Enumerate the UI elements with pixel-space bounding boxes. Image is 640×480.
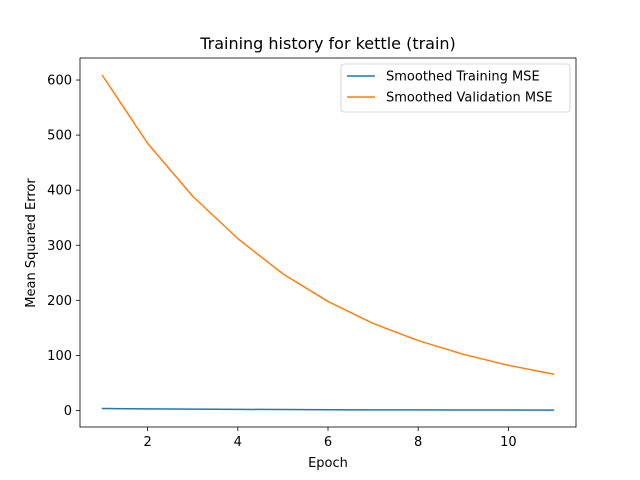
legend-label-2: Smoothed Validation MSE — [386, 91, 553, 106]
y-tick-label: 500 — [47, 129, 72, 144]
y-tick-label: 200 — [47, 294, 72, 309]
legend-box — [340, 63, 571, 113]
x-tick-label: 10 — [500, 435, 517, 450]
x-axis-label: Epoch — [308, 456, 348, 471]
y-tick-label: 300 — [47, 239, 72, 254]
x-tick-label: 4 — [234, 435, 242, 450]
x-tick-label: 6 — [324, 435, 332, 450]
x-tick-label: 2 — [143, 435, 151, 450]
legend-label-1: Smoothed Training MSE — [386, 70, 540, 85]
x-tick-label: 8 — [414, 435, 422, 450]
y-tick-label: 0 — [64, 404, 72, 419]
chart-title: Training history for kettle (train) — [199, 34, 456, 53]
y-tick-label: 400 — [47, 184, 72, 199]
y-tick-label: 600 — [47, 74, 72, 89]
y-tick-label: 100 — [47, 349, 72, 364]
series-line-2 — [101, 74, 555, 376]
y-axis-label: Mean Squared Error — [24, 178, 39, 308]
series-line-1 — [101, 407, 555, 411]
